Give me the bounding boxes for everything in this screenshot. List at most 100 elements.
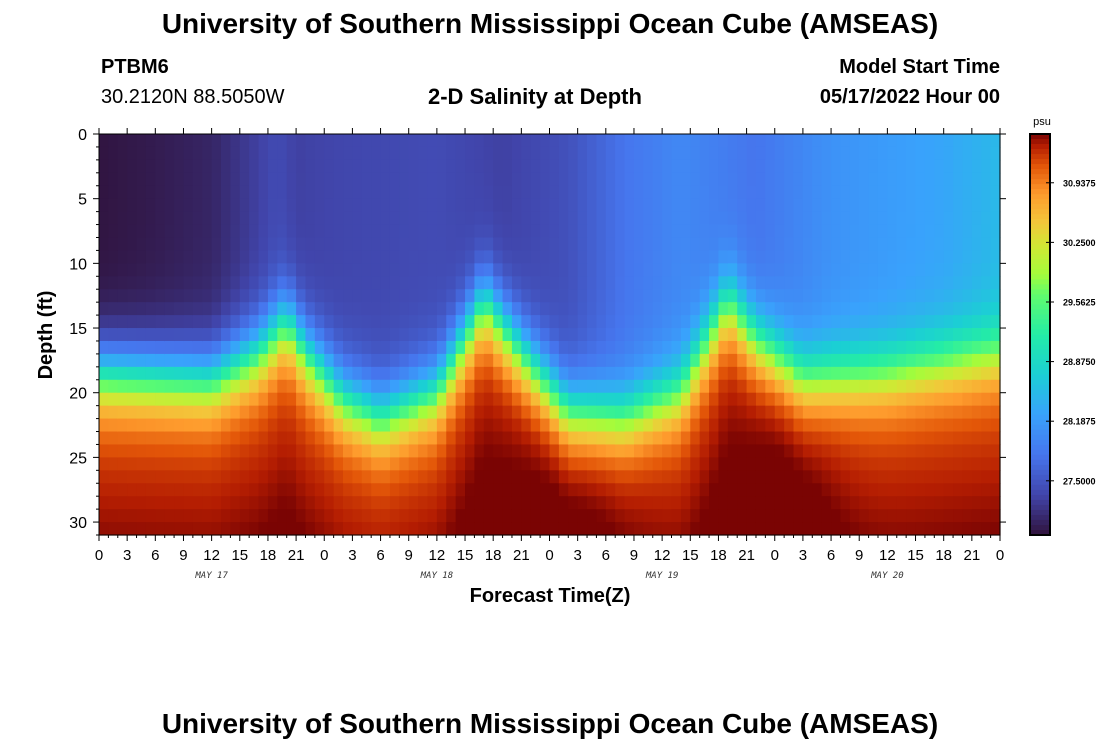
heatmap-cell bbox=[971, 418, 982, 433]
heatmap-cell bbox=[380, 146, 391, 161]
heatmap-cell bbox=[971, 444, 982, 458]
heatmap-cell bbox=[755, 185, 766, 200]
heatmap-cell bbox=[117, 444, 128, 458]
heatmap-cell bbox=[483, 172, 494, 187]
heatmap-cell bbox=[352, 211, 363, 226]
heatmap-cell bbox=[211, 211, 222, 226]
colorbar-segment bbox=[1030, 259, 1050, 265]
heatmap-cell bbox=[643, 263, 654, 277]
heatmap-cell bbox=[859, 211, 870, 226]
heatmap-cell bbox=[192, 146, 203, 161]
heatmap-cell bbox=[859, 522, 870, 536]
heatmap-cell bbox=[418, 522, 429, 536]
heatmap-cell bbox=[755, 276, 766, 290]
heatmap-cell bbox=[877, 237, 888, 252]
heatmap-cell bbox=[493, 237, 504, 252]
heatmap-cell bbox=[267, 289, 278, 303]
colorbar-tick-label: 28.8750 bbox=[1063, 357, 1096, 367]
heatmap-cell bbox=[521, 250, 532, 264]
heatmap-cell bbox=[868, 302, 879, 316]
heatmap-cell bbox=[436, 444, 447, 458]
colorbar-segment bbox=[1030, 264, 1050, 270]
heatmap-cell bbox=[277, 366, 288, 381]
heatmap-cell bbox=[164, 224, 175, 239]
heatmap-cell bbox=[727, 405, 738, 420]
heatmap-cell bbox=[821, 146, 832, 161]
heatmap-cell bbox=[108, 496, 119, 510]
heatmap-cell bbox=[558, 405, 569, 420]
heatmap-cell bbox=[737, 328, 748, 342]
heatmap-cell bbox=[258, 146, 269, 161]
heatmap-cell bbox=[793, 366, 804, 381]
heatmap-cell bbox=[502, 289, 513, 303]
heatmap-cell bbox=[774, 509, 785, 523]
heatmap-cell bbox=[746, 250, 757, 264]
heatmap-cell bbox=[474, 522, 485, 536]
heatmap-cell bbox=[662, 250, 673, 264]
heatmap-cell bbox=[267, 340, 278, 355]
heatmap-cell bbox=[380, 457, 391, 471]
heatmap-cell bbox=[896, 522, 907, 536]
heatmap-cell bbox=[239, 457, 250, 471]
heatmap-cell bbox=[446, 353, 457, 368]
heatmap-cell bbox=[540, 431, 551, 446]
heatmap-cell bbox=[483, 276, 494, 290]
heatmap-cell bbox=[202, 302, 213, 316]
heatmap-cell bbox=[953, 302, 964, 316]
heatmap-cell bbox=[249, 457, 260, 471]
heatmap-cell bbox=[465, 405, 476, 420]
heatmap-cell bbox=[784, 444, 795, 458]
heatmap-cell bbox=[483, 522, 494, 536]
heatmap-cell bbox=[699, 134, 710, 148]
heatmap-cell bbox=[558, 392, 569, 407]
heatmap-cell bbox=[671, 328, 682, 342]
heatmap-cell bbox=[249, 146, 260, 161]
heatmap-cell bbox=[737, 134, 748, 148]
heatmap-cell bbox=[483, 134, 494, 148]
heatmap-cell bbox=[108, 522, 119, 536]
heatmap-cell bbox=[474, 379, 485, 394]
heatmap-cell bbox=[474, 172, 485, 187]
heatmap-cell bbox=[896, 405, 907, 420]
heatmap-cell bbox=[145, 405, 156, 420]
heatmap-cell bbox=[587, 134, 598, 148]
heatmap-cell bbox=[127, 289, 138, 303]
heatmap-cell bbox=[117, 392, 128, 407]
heatmap-cell bbox=[399, 198, 410, 213]
heatmap-cell bbox=[831, 509, 842, 523]
heatmap-cell bbox=[164, 470, 175, 484]
heatmap-cell bbox=[577, 522, 588, 536]
heatmap-cell bbox=[877, 444, 888, 458]
heatmap-cell bbox=[971, 224, 982, 239]
heatmap-cell bbox=[718, 353, 729, 368]
heatmap-cell bbox=[314, 379, 325, 394]
heatmap-cell bbox=[718, 263, 729, 277]
heatmap-cell bbox=[446, 250, 457, 264]
heatmap-cell bbox=[643, 146, 654, 161]
heatmap-cell bbox=[727, 328, 738, 342]
heatmap-cell bbox=[906, 457, 917, 471]
heatmap-cell bbox=[915, 211, 926, 226]
heatmap-cell bbox=[221, 250, 231, 264]
heatmap-cell bbox=[333, 185, 344, 200]
heatmap-cell bbox=[577, 392, 588, 407]
heatmap-cell bbox=[943, 224, 954, 239]
heatmap-cell bbox=[868, 522, 879, 536]
heatmap-cell bbox=[239, 444, 250, 458]
heatmap-cell bbox=[418, 224, 429, 239]
heatmap-cell bbox=[624, 431, 635, 446]
heatmap-cell bbox=[934, 134, 945, 148]
heatmap-cell bbox=[145, 470, 156, 484]
heatmap-cell bbox=[896, 340, 907, 355]
heatmap-cell bbox=[859, 483, 870, 497]
heatmap-cell bbox=[277, 159, 288, 174]
heatmap-cell bbox=[502, 418, 513, 433]
heatmap-cell bbox=[896, 134, 907, 148]
heatmap-cell bbox=[558, 211, 569, 226]
heatmap-cell bbox=[117, 211, 128, 226]
heatmap-cell bbox=[859, 470, 870, 484]
heatmap-cell bbox=[990, 211, 1001, 226]
heatmap-cell bbox=[371, 315, 382, 329]
heatmap-cell bbox=[568, 185, 579, 200]
